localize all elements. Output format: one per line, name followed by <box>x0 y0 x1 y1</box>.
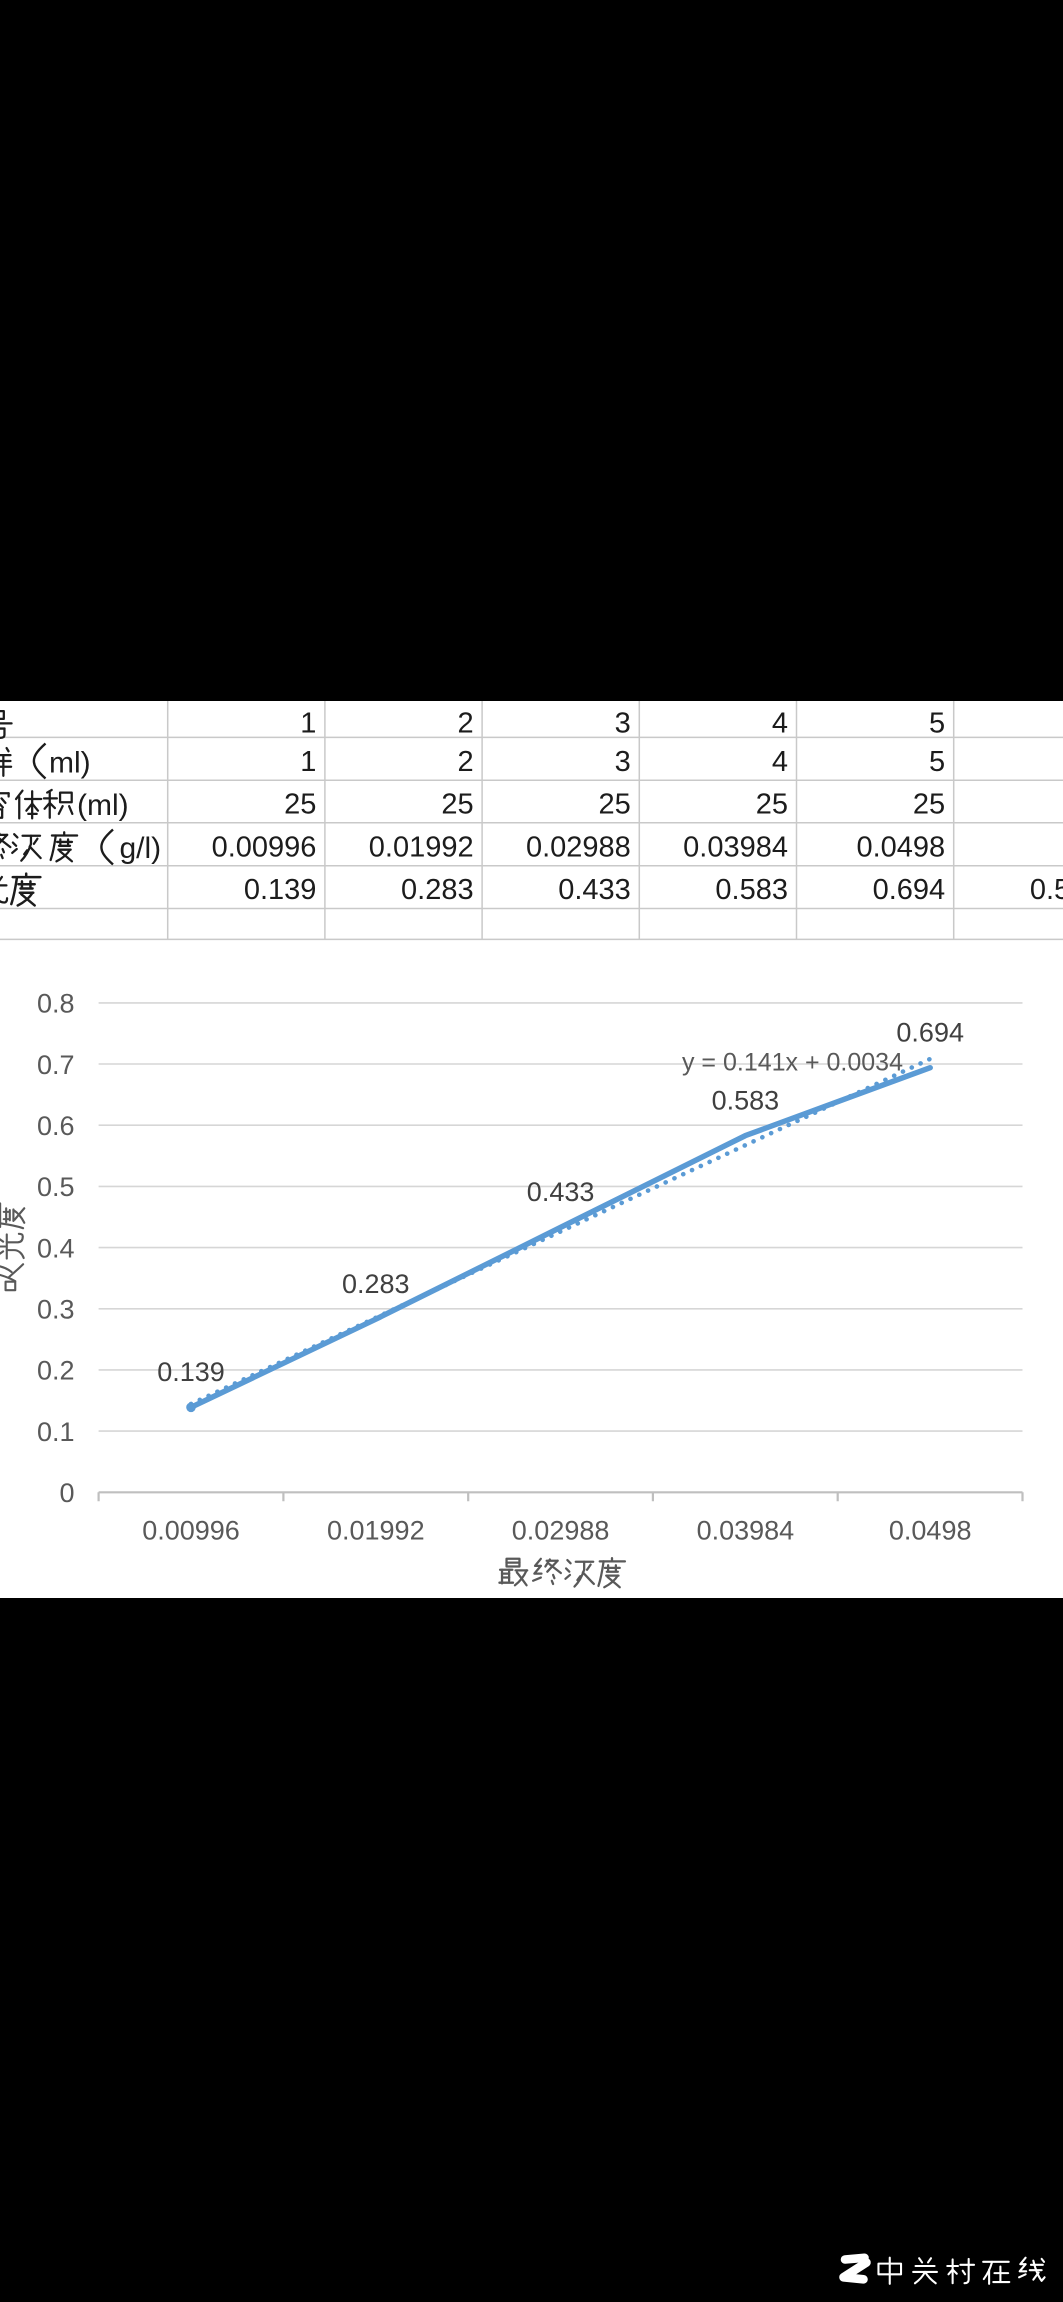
svg-text:4: 4 <box>772 708 788 740</box>
svg-text:0.03984: 0.03984 <box>697 1516 795 1546</box>
svg-text:0.5: 0.5 <box>37 1172 75 1202</box>
svg-text:25: 25 <box>913 789 945 821</box>
svg-text:0.6: 0.6 <box>37 1111 75 1141</box>
svg-text:y = 0.141x + 0.0034: y = 0.141x + 0.0034 <box>682 1049 903 1077</box>
svg-text:0.283: 0.283 <box>342 1269 410 1299</box>
svg-text:5: 5 <box>929 746 945 778</box>
svg-text:0.1: 0.1 <box>37 1417 75 1447</box>
svg-text:(ml): (ml) <box>77 789 129 822</box>
svg-text:g/l): g/l) <box>120 832 162 865</box>
svg-text:0.583: 0.583 <box>715 874 788 906</box>
svg-text:0.2: 0.2 <box>37 1356 75 1386</box>
svg-text:0.01992: 0.01992 <box>327 1516 425 1546</box>
svg-text:3: 3 <box>615 708 631 740</box>
svg-text:0.139: 0.139 <box>244 874 317 906</box>
svg-text:0.00996: 0.00996 <box>212 831 317 863</box>
svg-text:0.433: 0.433 <box>527 1177 595 1207</box>
svg-text:0.552: 0.552 <box>1030 874 1063 906</box>
svg-text:3: 3 <box>615 746 631 778</box>
svg-text:0.139: 0.139 <box>157 1357 225 1387</box>
svg-text:1: 1 <box>300 708 316 740</box>
svg-text:0.583: 0.583 <box>712 1085 780 1115</box>
svg-text:0.0498: 0.0498 <box>856 831 945 863</box>
svg-text:25: 25 <box>599 789 631 821</box>
svg-text:5: 5 <box>929 708 945 740</box>
svg-text:25: 25 <box>756 789 788 821</box>
svg-text:0.8: 0.8 <box>37 989 75 1019</box>
svg-text:0.0498: 0.0498 <box>889 1516 972 1546</box>
svg-text:0.3: 0.3 <box>37 1295 75 1325</box>
svg-text:0: 0 <box>59 1478 74 1508</box>
svg-text:2: 2 <box>457 708 473 740</box>
svg-text:25: 25 <box>441 789 473 821</box>
svg-text:4: 4 <box>772 746 788 778</box>
svg-text:0.694: 0.694 <box>896 1017 964 1047</box>
svg-text:0.02988: 0.02988 <box>526 831 631 863</box>
svg-text:0.7: 0.7 <box>37 1050 75 1080</box>
svg-text:1: 1 <box>300 746 316 778</box>
svg-text:2: 2 <box>457 746 473 778</box>
svg-text:0.433: 0.433 <box>558 874 631 906</box>
svg-text:0.283: 0.283 <box>401 874 474 906</box>
svg-text:25: 25 <box>284 789 316 821</box>
svg-text:0.03984: 0.03984 <box>683 831 788 863</box>
svg-text:0.4: 0.4 <box>37 1233 75 1263</box>
svg-text:ml): ml) <box>49 746 91 779</box>
svg-text:0.02988: 0.02988 <box>512 1516 610 1546</box>
svg-text:0.01992: 0.01992 <box>369 831 474 863</box>
svg-text:0.00996: 0.00996 <box>142 1516 240 1546</box>
svg-text:0.694: 0.694 <box>873 874 946 906</box>
